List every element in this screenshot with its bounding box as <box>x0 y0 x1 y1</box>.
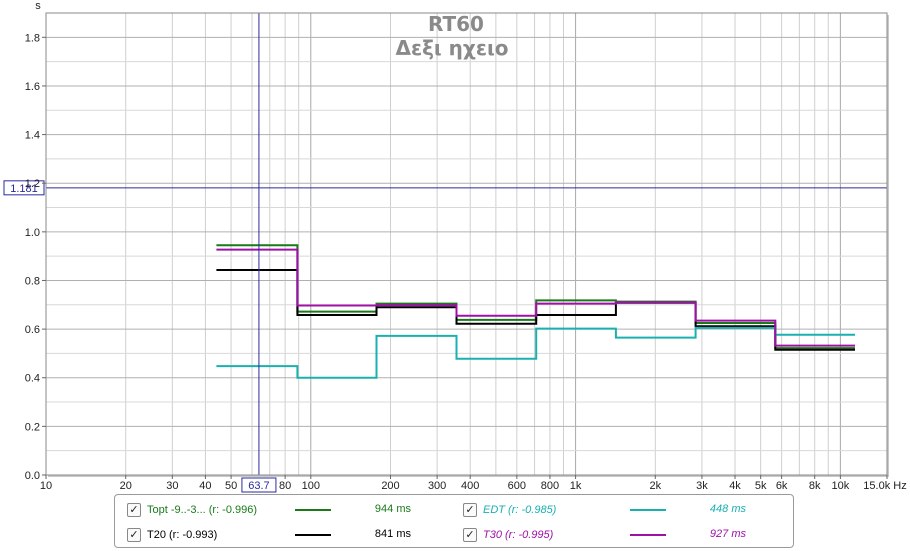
x-tick-label: 200 <box>381 480 399 492</box>
x-tick-label: 10k <box>831 480 849 492</box>
legend-swatch-t20 <box>295 534 331 536</box>
x-tick-label: 100 <box>302 480 320 492</box>
legend-item-t30[interactable]: ✓ T30 (r: -0.995) <box>463 525 553 545</box>
cursor-layer: 1.181 63.7 <box>3 13 887 493</box>
plot-area <box>46 13 887 475</box>
y-tick-label: 1.2 <box>25 178 40 190</box>
y-tick-label: 0.4 <box>25 373 40 385</box>
x-tick-label: 1k <box>570 480 582 492</box>
legend-item-topt[interactable]: ✓ Topt -9..-3... (r: -0.996) <box>127 500 257 520</box>
y-tick-label: 1.6 <box>25 81 40 93</box>
y-tick-label: 1.8 <box>25 32 40 44</box>
legend-item-edt[interactable]: ✓ EDT (r: -0.985) <box>463 500 556 520</box>
checkbox-checked-icon[interactable]: ✓ <box>127 503 141 517</box>
x-tick-label: 4k <box>729 480 741 492</box>
legend-row: ✓ Topt -9..-3... (r: -0.996) 944 ms ✓ ED… <box>115 500 793 520</box>
plot-frame <box>45 12 888 476</box>
x-tick-label: 600 <box>508 480 526 492</box>
legend-value-t30: 927 ms <box>709 528 746 540</box>
x-tick-label: 6k <box>776 480 788 492</box>
legend-swatch-t30 <box>630 534 666 536</box>
x-tick-label: 300 <box>428 480 446 492</box>
x-tick-label: 10 <box>40 480 52 492</box>
cursor-y-readout-box <box>3 180 45 196</box>
y-tick-label: 0.8 <box>25 275 40 287</box>
legend-label-edt: EDT (r: -0.985) <box>483 504 557 516</box>
y-axis-unit-label: s <box>35 0 41 12</box>
x-tick-label: 15.0k Hz <box>863 480 906 492</box>
y-tick-label: 0.6 <box>25 324 40 336</box>
x-tick-label: 40 <box>199 480 211 492</box>
legend-swatch-edt <box>630 509 666 511</box>
legend-label-t20: T20 (r: -0.993) <box>147 529 218 541</box>
y-tick-label: 1.4 <box>25 130 40 142</box>
checkbox-checked-icon[interactable]: ✓ <box>463 528 477 542</box>
y-tick-label: 0.2 <box>25 421 40 433</box>
cursor-x-readout: 63.7 <box>248 480 269 492</box>
axis-layer: 10 20 30 40 50 80 100 200 300 400 600 800 1k 2k 3k 4k 5k… <box>25 12 907 492</box>
x-tick-label: 30 <box>166 480 178 492</box>
x-tick-label: 50 <box>225 480 237 492</box>
x-tick-label: 2k <box>649 480 661 492</box>
x-tick-label: 80 <box>279 480 291 492</box>
x-tick-label: 5k <box>755 480 767 492</box>
legend-label-topt: Topt -9..-3... (r: -0.996) <box>147 504 258 516</box>
series-line-3 <box>216 248 855 347</box>
chart-title: RT60 <box>428 12 484 36</box>
x-tick-label: 400 <box>461 480 479 492</box>
legend-label-t30: T30 (r: -0.995) <box>483 529 554 541</box>
series-line-2 <box>216 326 855 379</box>
checkbox-checked-icon[interactable]: ✓ <box>463 503 477 517</box>
legend: ✓ Topt -9..-3... (r: -0.996) 944 ms ✓ ED… <box>114 494 794 548</box>
legend-value-t20: 841 ms <box>374 528 411 540</box>
y-tick-label: 1.0 <box>25 227 40 239</box>
legend-item-t20[interactable]: ✓ T20 (r: -0.993) <box>127 525 217 545</box>
series-line-1 <box>216 269 855 351</box>
chart-subtitle: Δεξι ηχειο <box>396 36 509 60</box>
checkbox-checked-icon[interactable]: ✓ <box>127 528 141 542</box>
x-tick-label: 8k <box>809 480 821 492</box>
cursor-x-readout-box <box>241 477 277 493</box>
x-tick-label: 800 <box>541 480 559 492</box>
y-tick-label: 0.0 <box>25 470 40 482</box>
legend-value-topt: 944 ms <box>374 503 411 515</box>
grid-layer <box>45 13 889 477</box>
series-layer <box>216 244 855 379</box>
legend-value-edt: 448 ms <box>709 503 746 515</box>
legend-swatch-topt <box>295 509 331 511</box>
x-tick-label: 3k <box>696 480 708 492</box>
cursor-y-readout: 1.181 <box>10 183 38 195</box>
legend-row: ✓ T20 (r: -0.993) 841 ms ✓ T30 (r: -0.99… <box>115 525 793 545</box>
x-tick-label: 20 <box>120 480 132 492</box>
